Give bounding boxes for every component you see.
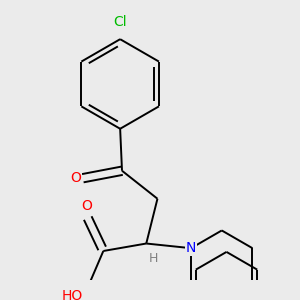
Text: O: O [81,199,92,213]
Text: O: O [70,171,81,185]
Text: Cl: Cl [113,15,127,29]
Text: H: H [149,252,158,265]
Text: N: N [186,241,196,255]
Text: HO: HO [61,289,83,300]
